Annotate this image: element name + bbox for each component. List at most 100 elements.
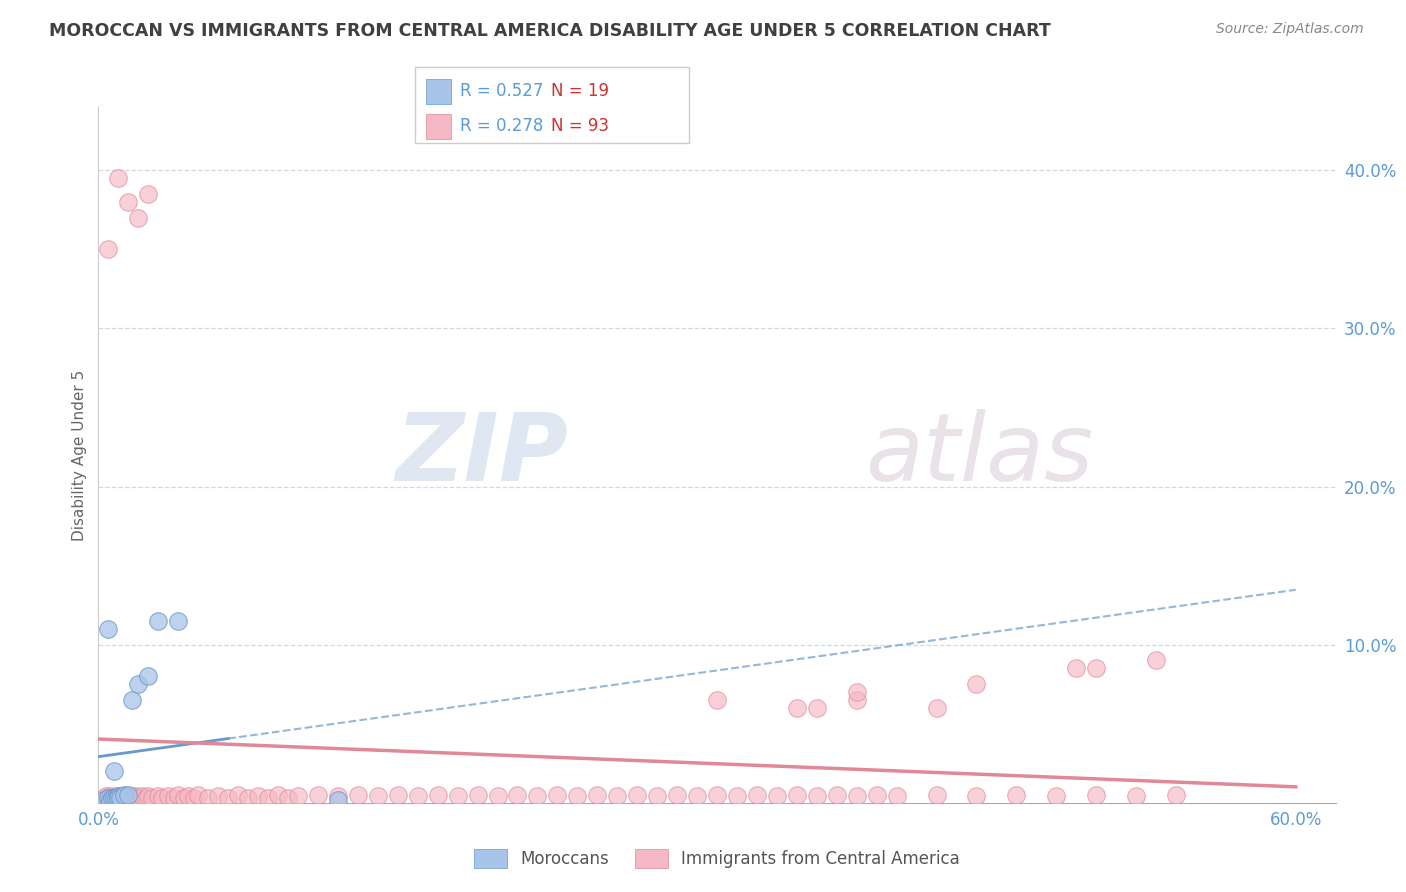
Point xyxy=(725,789,748,804)
Point xyxy=(486,789,509,804)
Point xyxy=(100,789,122,804)
Point xyxy=(766,789,789,804)
Point xyxy=(100,792,122,806)
Point xyxy=(111,791,134,805)
Point xyxy=(806,789,828,804)
Point xyxy=(287,789,309,804)
Point xyxy=(93,791,115,805)
Point xyxy=(236,791,259,805)
Point xyxy=(103,764,125,779)
Point xyxy=(387,788,409,802)
Point xyxy=(267,788,290,802)
Point xyxy=(141,791,163,805)
Point xyxy=(925,788,948,802)
Point xyxy=(806,701,828,715)
Point xyxy=(506,788,529,802)
Point xyxy=(426,788,449,802)
Point xyxy=(606,789,628,804)
Point xyxy=(127,791,149,805)
Point xyxy=(326,789,349,804)
Point xyxy=(148,789,170,804)
Point xyxy=(167,614,190,628)
Point xyxy=(121,789,143,804)
Point xyxy=(107,171,129,186)
Point xyxy=(207,789,229,804)
Text: R = 0.278: R = 0.278 xyxy=(460,117,543,135)
Point xyxy=(117,788,139,802)
Point xyxy=(257,791,280,805)
Point xyxy=(136,789,159,804)
Point xyxy=(247,789,270,804)
Point xyxy=(167,788,190,802)
Point xyxy=(96,789,118,804)
Point xyxy=(107,789,129,804)
Point xyxy=(686,789,709,804)
Point xyxy=(110,791,132,805)
Point xyxy=(845,685,868,699)
Point xyxy=(925,701,948,715)
Point xyxy=(157,789,180,804)
Point xyxy=(127,211,149,225)
Text: atlas: atlas xyxy=(866,409,1094,500)
Point xyxy=(136,186,159,201)
Text: N = 93: N = 93 xyxy=(551,117,609,135)
Point xyxy=(103,791,125,805)
Point xyxy=(177,789,200,804)
Point xyxy=(115,791,138,805)
Point xyxy=(367,789,389,804)
Point xyxy=(526,789,548,804)
Point xyxy=(786,788,808,802)
Point xyxy=(125,789,148,804)
Point xyxy=(626,788,648,802)
Point xyxy=(117,789,139,804)
Point xyxy=(966,789,988,804)
Point xyxy=(645,789,668,804)
Point xyxy=(845,693,868,707)
Legend: Moroccans, Immigrants from Central America: Moroccans, Immigrants from Central Ameri… xyxy=(467,842,967,874)
Point xyxy=(467,788,489,802)
Point xyxy=(97,791,120,805)
Y-axis label: Disability Age Under 5: Disability Age Under 5 xyxy=(72,369,87,541)
Point xyxy=(120,791,142,805)
Point xyxy=(135,791,157,805)
Point xyxy=(1085,788,1108,802)
Point xyxy=(886,789,908,804)
Point xyxy=(107,791,129,805)
Point xyxy=(277,791,299,805)
Point xyxy=(107,791,129,805)
Point xyxy=(706,788,728,802)
Point xyxy=(112,789,135,804)
Point xyxy=(197,791,219,805)
Point xyxy=(1125,789,1147,804)
Text: N = 19: N = 19 xyxy=(551,82,609,100)
Point xyxy=(105,789,128,804)
Point xyxy=(1005,788,1028,802)
Point xyxy=(845,789,868,804)
Point xyxy=(93,792,115,806)
Text: MOROCCAN VS IMMIGRANTS FROM CENTRAL AMERICA DISABILITY AGE UNDER 5 CORRELATION C: MOROCCAN VS IMMIGRANTS FROM CENTRAL AMER… xyxy=(49,22,1050,40)
Point xyxy=(105,791,128,805)
Point xyxy=(586,788,609,802)
Point xyxy=(112,788,135,802)
Point xyxy=(101,791,124,805)
Point xyxy=(110,789,132,804)
Point xyxy=(825,788,848,802)
Point xyxy=(163,791,186,805)
Point xyxy=(966,677,988,691)
Point xyxy=(326,792,349,806)
Point xyxy=(97,791,120,805)
Point xyxy=(1064,661,1087,675)
Point xyxy=(1045,789,1067,804)
Point xyxy=(183,791,205,805)
Text: Source: ZipAtlas.com: Source: ZipAtlas.com xyxy=(1216,22,1364,37)
Text: ZIP: ZIP xyxy=(395,409,568,501)
Point xyxy=(131,789,153,804)
Point xyxy=(567,789,589,804)
Point xyxy=(666,788,689,802)
Point xyxy=(150,791,173,805)
Text: R = 0.527: R = 0.527 xyxy=(460,82,543,100)
Point xyxy=(101,791,124,805)
Point xyxy=(136,669,159,683)
Point xyxy=(1085,661,1108,675)
Point xyxy=(1164,788,1187,802)
